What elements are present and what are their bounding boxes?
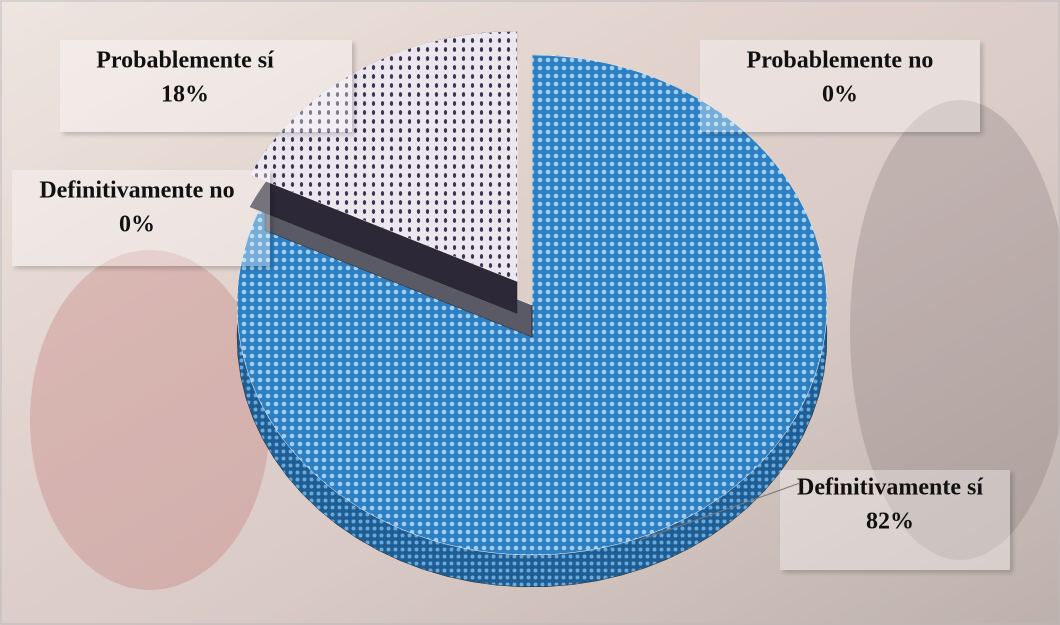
- category-label: Probablemente no: [747, 48, 934, 74]
- photo-shape: [30, 250, 270, 590]
- label-box: [12, 170, 270, 266]
- category-label: Definitivamente no: [39, 178, 234, 204]
- category-label: Definitivamente sí: [797, 475, 983, 501]
- leader-line: [639, 482, 801, 541]
- value-label: 82%: [866, 509, 914, 535]
- photo-shape: [850, 100, 1060, 560]
- category-label: Probablemente sí: [96, 48, 274, 74]
- value-label: 0%: [119, 212, 155, 238]
- value-label: 0%: [822, 82, 858, 108]
- value-label: 18%: [161, 82, 209, 108]
- label-box: [700, 40, 980, 132]
- label-box: [780, 470, 1010, 570]
- label-box: [60, 40, 352, 132]
- slice: [249, 31, 518, 282]
